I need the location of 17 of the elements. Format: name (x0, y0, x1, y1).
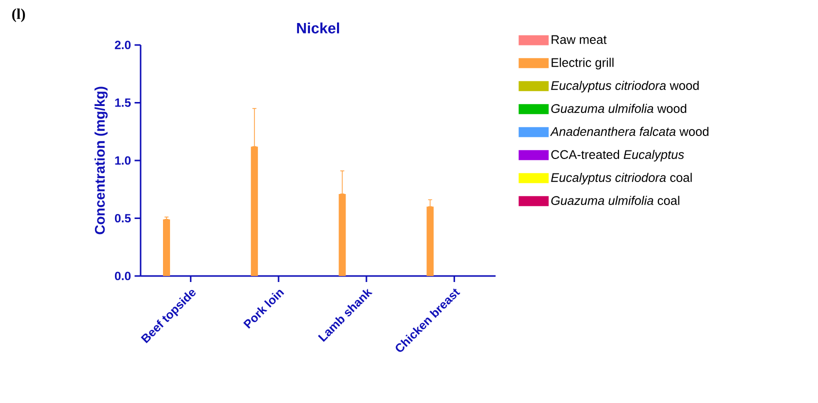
chart-title: Nickel (297, 22, 340, 34)
y-tick-label: 0.0 (114, 272, 131, 280)
y-tick-label: 0.5 (114, 214, 131, 222)
y-axis-title: Concentration (mg/kg) (94, 86, 108, 234)
y-tick-label: 2.0 (114, 40, 131, 50)
legend-label: Eucalyptus citriodora wood (551, 80, 699, 92)
y-tick-label: 1.5 (115, 98, 131, 107)
y-tick-label: 1.0 (115, 156, 131, 165)
text: (l) (12, 8, 25, 22)
legend-label: CCA-treated Eucalyptus (551, 150, 684, 162)
bar (163, 219, 170, 276)
legend-label: Eucalyptus citriodora coal (551, 172, 692, 184)
legend-label: Guazuma ulmifolia coal (551, 196, 680, 205)
legend-label: Raw meat (552, 35, 607, 44)
legend-label: Anadenanthera falcata wood (550, 126, 708, 136)
legend-label: Guazuma ulmifolia wood (551, 104, 686, 113)
legend-label: Electric grill (552, 58, 614, 70)
